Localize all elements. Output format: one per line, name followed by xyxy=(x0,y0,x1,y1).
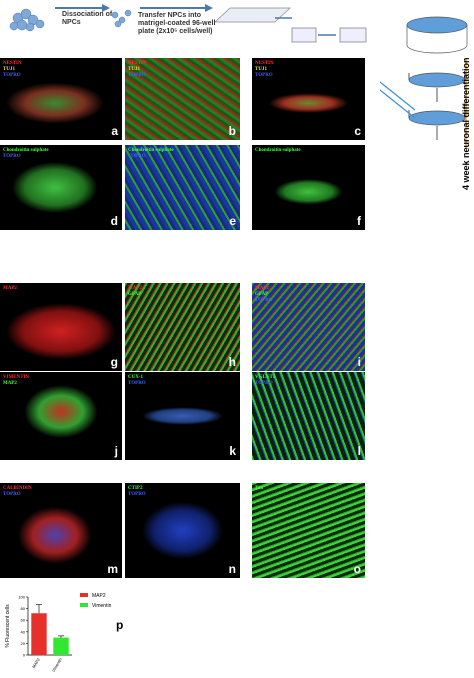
micrograph-panel: Chondroitin sulphate f xyxy=(252,145,365,230)
stain-label: MAP2 xyxy=(3,381,17,386)
panel-letter: c xyxy=(354,124,361,138)
stain-label: TOPRO xyxy=(3,154,21,159)
stain-label: TOPRO xyxy=(128,381,146,386)
legend-swatch xyxy=(80,593,88,597)
micrograph-panel: MAP2 GFAP TOPRO i xyxy=(252,283,365,371)
y-tick-label: 20 xyxy=(21,641,26,646)
legend-swatch xyxy=(80,603,88,607)
micrograph-panel: CUX-1 TOPRO k xyxy=(125,372,240,460)
y-tick-label: 100 xyxy=(18,595,25,600)
stain-label: Chondroitin sulphate xyxy=(128,148,174,153)
micrograph-panel: CALBINDIN TOPRO m xyxy=(0,483,122,578)
bar-chart: 0 20 40 60 80 100 % Fluorescent cells MAP2 Vimen… xyxy=(5,593,123,673)
stain-label: GFAP xyxy=(255,292,269,297)
schematic xyxy=(9,4,468,54)
micrograph-panel: MAP2 g xyxy=(0,283,122,371)
micrograph-panel: Tau o xyxy=(252,483,365,578)
y-tick-label: 80 xyxy=(21,606,26,611)
stain-label: TOPRO xyxy=(128,73,146,78)
panel-letter: m xyxy=(107,562,118,576)
micrograph-panel: VGLUT1 TOPRO l xyxy=(252,372,365,460)
panel-letter: d xyxy=(110,214,118,228)
bar xyxy=(31,613,47,655)
y-tick-label: 40 xyxy=(21,629,26,634)
x-tick-label: Vimentin xyxy=(51,657,63,673)
stain-label: TOPRO xyxy=(128,492,146,497)
y-tick-label: 60 xyxy=(21,618,26,623)
micrograph-panel: Chondroitin sulphate TOPRO d xyxy=(0,145,122,230)
micrograph-panel: CTIP2 TOPRO n xyxy=(125,483,240,578)
stain-label: Tau xyxy=(255,486,264,491)
step1: Dissociation of NPCs xyxy=(62,11,113,26)
stain-label: NESTIN xyxy=(255,61,274,66)
stain-label: TOPRO xyxy=(3,73,21,78)
stain-label: NESTIN xyxy=(3,61,22,66)
panel-letter: e xyxy=(229,214,236,228)
bar xyxy=(53,637,69,655)
micrograph-panel: MAP2 GFAP h xyxy=(125,283,240,371)
panel-letter: g xyxy=(110,355,118,369)
dish-column xyxy=(380,58,467,148)
stain-label: TOPRO xyxy=(255,298,273,303)
stain-label: VGLUT1 xyxy=(255,375,276,380)
panel-letter: a xyxy=(111,124,118,138)
step2: Transfer NPCs into matrigel-coated 96-we… xyxy=(138,12,216,35)
y-tick-label: 0 xyxy=(23,653,26,658)
stain-label: TUJ1 xyxy=(255,67,267,72)
stain-label: CTIP2 xyxy=(128,486,143,491)
stain-label: MAP2 xyxy=(255,286,269,291)
panel-letter: l xyxy=(357,444,361,458)
micrograph-panel: NESTIN TUJ1 TOPRO a xyxy=(0,58,122,140)
micrograph-panel: NESTIN TUJ1 TOPRO b xyxy=(125,58,240,140)
micrograph-panel: VIMENTIN MAP2 j xyxy=(0,372,122,460)
stain-label: Chondroitin sulphate xyxy=(3,148,49,153)
stain-label: TOPRO xyxy=(3,492,21,497)
legend-label: Vimentin xyxy=(92,603,112,609)
micrograph-panel: Chondroitin sulphate TOPRO e xyxy=(125,145,240,230)
side-label: 4 week neuronal differentiation xyxy=(461,57,471,190)
panel-letter: b xyxy=(228,124,236,138)
stain-label: CUX-1 xyxy=(128,375,143,380)
panel-letter: o xyxy=(353,562,361,576)
panel-letter: k xyxy=(229,444,236,458)
micrograph-panel: NESTIN TUJ1 TOPRO c xyxy=(252,58,365,140)
stain-label: VIMENTIN xyxy=(3,375,30,380)
stain-label: GFAP xyxy=(128,292,142,297)
stain-label: TOPRO xyxy=(128,154,146,159)
stain-label: MAP2 xyxy=(128,286,142,291)
panel-letter: i xyxy=(357,355,361,369)
stain-label: TOPRO xyxy=(255,73,273,78)
stain-label: NESTIN xyxy=(128,61,147,66)
panel-letter: n xyxy=(228,562,236,576)
stain-label: TUJ1 xyxy=(3,67,15,72)
x-tick-label: MAP2 xyxy=(31,656,41,669)
y-axis-label: % Fluorescent cells xyxy=(5,604,11,648)
panel-letter: j xyxy=(114,444,118,458)
stain-label: Chondroitin sulphate xyxy=(255,148,301,153)
stain-label: TOPRO xyxy=(255,381,273,386)
panel-letter: p xyxy=(116,618,123,632)
stain-label: TUJ1 xyxy=(128,67,140,72)
legend-label: MAP2 xyxy=(92,593,106,599)
panel-letter: f xyxy=(357,214,361,228)
stain-label: CALBINDIN xyxy=(3,486,32,491)
panel-letter: h xyxy=(228,355,236,369)
stain-label: MAP2 xyxy=(3,286,17,291)
